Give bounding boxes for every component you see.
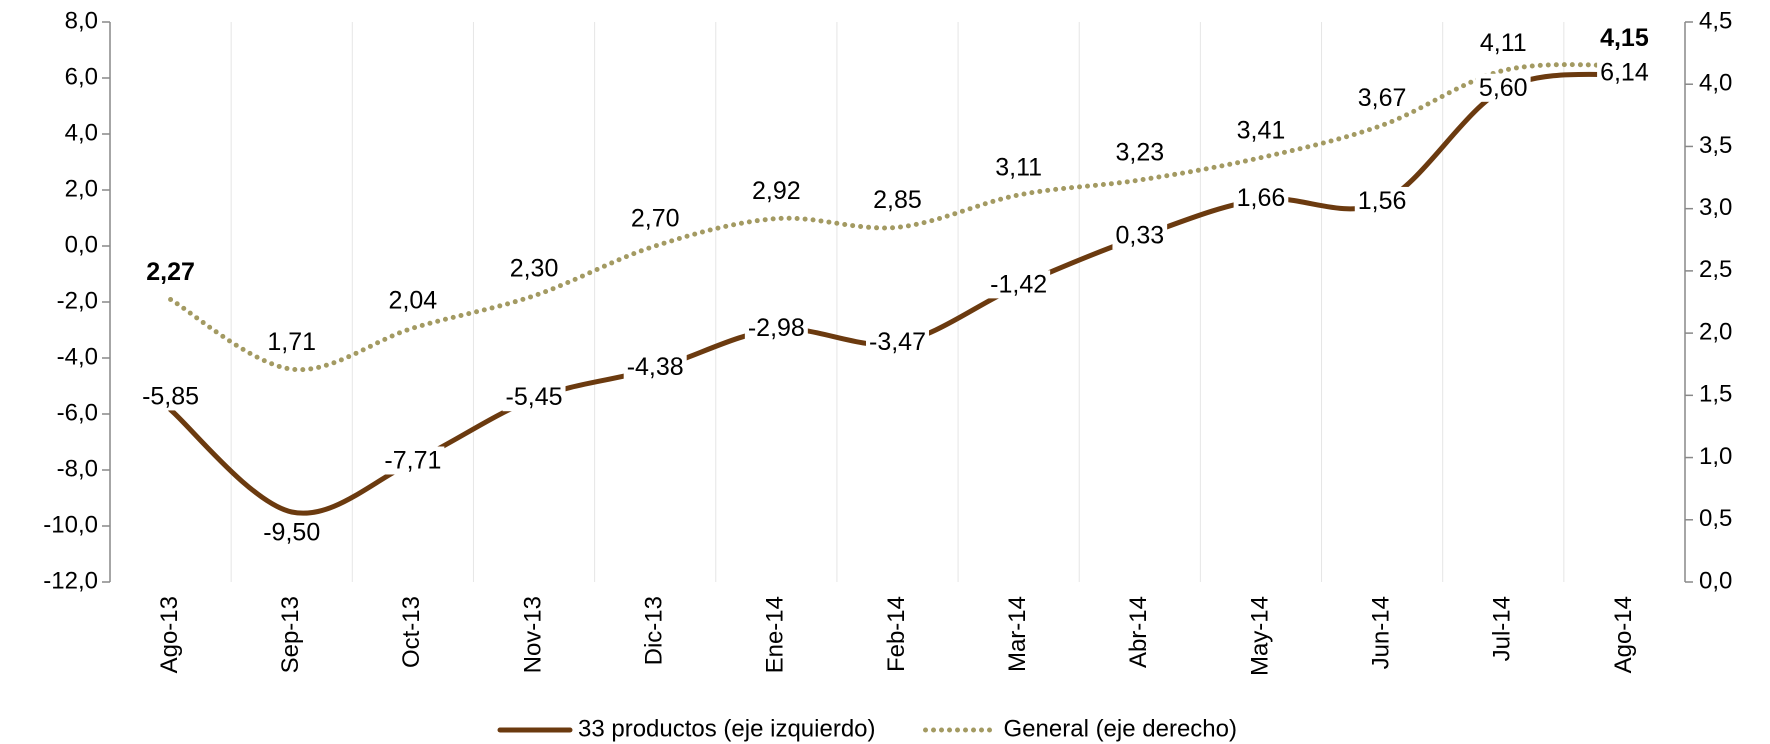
- y-tick-label: -8,0: [57, 455, 98, 482]
- data-label: -5,85: [142, 382, 199, 410]
- data-label: 4,15: [1600, 24, 1649, 52]
- data-label: 2,27: [146, 258, 195, 286]
- data-label-bg: [1475, 73, 1531, 102]
- data-label-bg: [623, 353, 687, 382]
- data-label: -3,47: [869, 328, 926, 356]
- data-label: 0,33: [1115, 221, 1164, 249]
- data-label: -9,50: [263, 519, 320, 547]
- x-tick-label: Oct-13: [398, 596, 425, 668]
- x-tick-label: Jun-14: [1367, 596, 1394, 669]
- data-label: 2,30: [510, 254, 559, 282]
- x-tick-label: Nov-13: [519, 596, 546, 673]
- x-tick-label: May-14: [1246, 596, 1273, 676]
- y-tick-label: 0,0: [65, 231, 98, 258]
- y2-tick-label: 2,0: [1699, 318, 1732, 345]
- data-label-bg: [1233, 184, 1289, 213]
- x-tick-label: Ago-13: [156, 596, 183, 673]
- y2-tick-label: 2,5: [1699, 256, 1732, 283]
- y2-tick-label: 0,0: [1699, 567, 1732, 594]
- series-line: [168, 62, 1627, 373]
- data-label: 1,71: [267, 328, 316, 356]
- data-label-bg: [1112, 221, 1168, 250]
- x-tick-label: Abr-14: [1125, 596, 1152, 668]
- y2-tick-label: 0,5: [1699, 505, 1732, 532]
- y2-tick-label: 1,5: [1699, 381, 1732, 408]
- data-label: 3,41: [1237, 116, 1286, 144]
- y2-tick-label: 4,5: [1699, 7, 1732, 34]
- data-label-bg: [502, 383, 566, 412]
- x-tick-label: Feb-14: [883, 596, 910, 672]
- data-label-bg: [1354, 186, 1410, 215]
- y-tick-label: -2,0: [57, 287, 98, 314]
- y-tick-label: 2,0: [65, 175, 98, 202]
- x-tick-label: Sep-13: [277, 596, 304, 673]
- data-label: -2,98: [748, 314, 805, 342]
- y-tick-label: -12,0: [43, 567, 98, 594]
- data-label-bg: [1597, 58, 1652, 87]
- data-label: 5,60: [1479, 74, 1528, 102]
- data-label: 3,11: [995, 154, 1042, 182]
- y-tick-label: -6,0: [57, 399, 98, 426]
- data-label: 3,67: [1358, 84, 1407, 112]
- y-tick-label: 4,0: [65, 119, 98, 146]
- y2-tick-label: 1,0: [1699, 443, 1732, 470]
- data-label: 2,92: [752, 177, 801, 205]
- data-label: -7,71: [384, 446, 441, 474]
- x-tick-label: Ago-14: [1610, 596, 1637, 673]
- data-label: 1,56: [1358, 187, 1407, 215]
- data-label: -5,45: [506, 383, 563, 411]
- data-label-bg: [866, 327, 929, 356]
- y2-tick-label: 4,0: [1699, 70, 1732, 97]
- data-label: -1,42: [990, 270, 1047, 298]
- y-tick-label: 8,0: [65, 7, 98, 34]
- data-label-bg: [744, 314, 808, 343]
- data-label: 2,04: [389, 287, 438, 315]
- x-tick-label: Ene-14: [762, 596, 789, 673]
- y-tick-label: -10,0: [43, 511, 98, 538]
- data-label-bg: [139, 382, 203, 411]
- x-tick-label: Jul-14: [1489, 596, 1516, 661]
- legend-label: General (eje derecho): [1004, 715, 1237, 742]
- y-tick-label: -4,0: [57, 343, 98, 370]
- x-tick-label: Mar-14: [1004, 596, 1031, 672]
- data-label: 1,66: [1237, 184, 1286, 212]
- x-tick-label: Dic-13: [641, 596, 668, 665]
- data-label-bg: [381, 446, 445, 475]
- data-label: 2,70: [631, 205, 680, 233]
- data-label: 4,11: [1480, 29, 1527, 57]
- legend-label: 33 productos (eje izquierdo): [578, 715, 876, 742]
- data-label: -4,38: [627, 353, 684, 381]
- y-tick-label: 6,0: [65, 63, 98, 90]
- data-label-bg: [987, 270, 1051, 299]
- data-label-bg: [260, 518, 324, 547]
- data-label: 3,23: [1115, 139, 1164, 167]
- data-label: 2,85: [873, 186, 922, 214]
- y2-tick-label: 3,0: [1699, 194, 1732, 221]
- data-label: 6,14: [1600, 59, 1649, 87]
- y2-tick-label: 3,5: [1699, 132, 1732, 159]
